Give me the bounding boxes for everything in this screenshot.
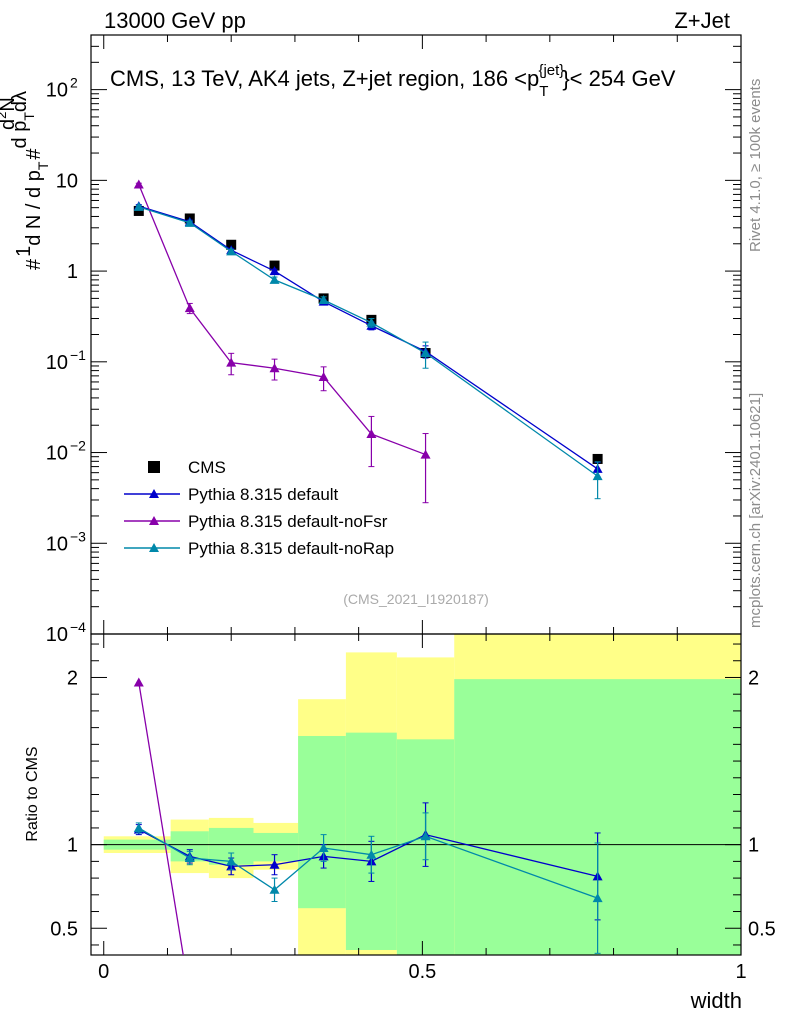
- legend-marker-square: [148, 461, 160, 473]
- series-line: [138, 206, 598, 477]
- series-line: [138, 184, 426, 456]
- ratio-y-tick-label-right: 0.5: [748, 918, 776, 940]
- legend-label: CMS: [188, 458, 226, 477]
- main-y-tick-exponent: −1: [70, 347, 86, 363]
- ratio-data-point: [420, 831, 431, 841]
- data-point: [269, 363, 280, 373]
- ratio-data-point: [184, 853, 195, 863]
- ratio-series-pythia-8-315-default-norap: [133, 812, 603, 954]
- series-pythia-8-315-default-nofsr: [133, 179, 431, 504]
- ratio-y-tick-label: 2: [67, 667, 78, 689]
- legend-label: Pythia 8.315 default-noRap: [188, 539, 394, 558]
- legend-marker-triangle: [149, 516, 159, 525]
- series-pythia-8-315-default-norap: [133, 201, 603, 500]
- ratio-data-point: [319, 983, 329, 992]
- main-y-tick-exponent: 2: [70, 75, 78, 91]
- data-point: [366, 317, 377, 327]
- x-tick-label: 1: [735, 961, 746, 983]
- rivet-version-label: Rivet 4.1.0, ≥ 100k events: [747, 79, 764, 252]
- ratio-data-point: [270, 995, 280, 1004]
- main-y-tick-label: 10: [56, 170, 78, 192]
- main-y-axis-label: #1d N / d pT#d pTdλ: [9, 91, 51, 270]
- data-point: [133, 201, 144, 211]
- ratio-series-pythia-8-315-default-nofsr: [133, 677, 431, 1007]
- ratio-y-tick-label-right: 1: [748, 835, 759, 857]
- ratio-uncertainty-bands: [103, 634, 741, 955]
- data-point: [269, 260, 280, 271]
- ratio-data-point: [366, 997, 376, 1006]
- ratio-y-tick-label: 0.5: [50, 918, 78, 940]
- data-point: [269, 266, 280, 276]
- data-point: [592, 453, 603, 464]
- ratio-y-axis-label: Ratio to CMS: [24, 746, 41, 841]
- ratio-series-line: [138, 827, 598, 899]
- data-point: [184, 217, 195, 227]
- main-y-tick-exponent: −2: [70, 438, 86, 454]
- legend-marker-triangle: [149, 489, 159, 498]
- ratio-data-point: [421, 993, 431, 1002]
- data-point: [226, 357, 237, 367]
- process-label: Z+Jet: [674, 8, 730, 33]
- ratio-data-point: [269, 859, 280, 869]
- legend-label: Pythia 8.315 default: [188, 485, 339, 504]
- green-band: [298, 735, 346, 909]
- main-y-tick-label: 10: [46, 80, 68, 102]
- data-point: [226, 246, 237, 256]
- x-tick-label: 0: [98, 961, 109, 983]
- main-y-tick-label: 10: [46, 443, 68, 465]
- ratio-data-point: [366, 849, 377, 859]
- data-point: [133, 205, 144, 216]
- ratio-data-point: [226, 856, 237, 866]
- ratio-axis-ticks: 0.5 0.51 12 20 0.5 1: [50, 634, 776, 983]
- main-y-tick-exponent: −3: [70, 528, 86, 544]
- legend: CMS Pythia 8.315 default Pythia 8.315 defa…: [124, 458, 394, 558]
- main-y-tick-label: 1: [67, 261, 78, 283]
- ratio-data-point: [318, 843, 329, 852]
- main-y-axis-label-numerator: d2N: [0, 97, 19, 130]
- data-point: [184, 303, 195, 313]
- ratio-data-point: [133, 822, 144, 832]
- plot-title: CMS, 13 TeV, AK4 jets, Z+jet region, 186…: [110, 62, 676, 100]
- data-point: [420, 348, 431, 358]
- data-point: [318, 372, 329, 382]
- x-tick-label: 0.5: [408, 961, 436, 983]
- ratio-y-tick-label: 1: [67, 835, 78, 857]
- data-point: [133, 179, 144, 189]
- mcplots-label: mcplots.cern.ch [arXiv:2401.10621]: [747, 393, 764, 628]
- analysis-watermark: (CMS_2021_I1920187): [343, 591, 489, 607]
- main-y-tick-exponent: −4: [70, 619, 86, 635]
- legend-label: Pythia 8.315 default-noFsr: [188, 512, 388, 531]
- x-axis-label: width: [690, 988, 742, 1013]
- data-point: [318, 295, 329, 305]
- data-point: [226, 239, 237, 250]
- data-point: [592, 471, 603, 481]
- ratio-y-tick-label-right: 2: [748, 667, 759, 689]
- data-point: [420, 449, 431, 459]
- ratio-data-point: [226, 998, 236, 1007]
- series-line: [138, 205, 598, 470]
- main-y-tick-label: 10: [46, 352, 68, 374]
- series-cms: [133, 205, 603, 464]
- green-band: [253, 832, 299, 862]
- data-point: [366, 429, 377, 439]
- energy-label: 13000 GeV pp: [104, 8, 246, 33]
- ratio-data-point: [592, 893, 603, 903]
- legend-marker-triangle: [149, 543, 159, 552]
- ratio-data-point: [185, 990, 195, 999]
- ratio-data-point: [269, 884, 280, 894]
- ratio-data-series: [133, 677, 603, 1007]
- main-y-tick-label: 10: [46, 533, 68, 555]
- main-data-series: [133, 179, 603, 504]
- main-y-tick-label: 10: [46, 624, 68, 646]
- data-point: [269, 274, 280, 284]
- ratio-data-point: [133, 677, 144, 687]
